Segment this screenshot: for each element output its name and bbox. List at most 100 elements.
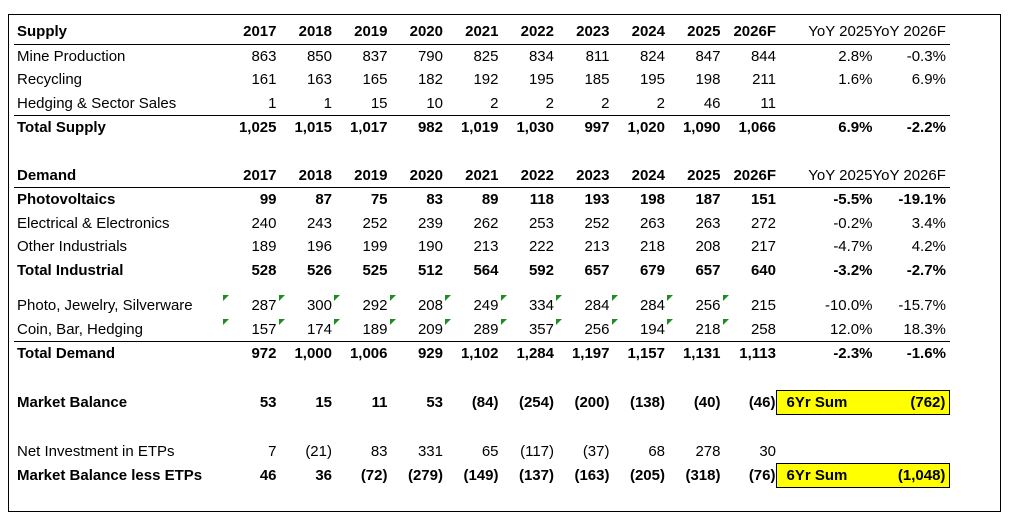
photo-jewelry-row-value-2019[interactable]: 292 [332, 294, 388, 318]
other-industrials-row-value-2022[interactable]: 222 [528, 238, 554, 256]
coin-bar-hedging-row-value-2019[interactable]: 189 [332, 317, 388, 342]
total-industrial-row-value-2019[interactable]: 525 [362, 261, 388, 279]
market-balance-less-etps-row-value-2019[interactable]: (72) [360, 466, 388, 484]
demand-header-year-2021[interactable]: 2021 [443, 163, 499, 188]
coin-bar-hedging-row-label[interactable]: Coin, Bar, Hedging [14, 317, 221, 342]
hedging-sector-sales-row-value-2017[interactable]: 1 [221, 91, 277, 116]
supply-header-year-2021[interactable]: 2021 [443, 20, 499, 45]
electrical-electronics-row-yoy-2026f[interactable]: 3.4% [911, 214, 946, 232]
market-balance-less-etps-row-value-2026F[interactable]: (76) [748, 466, 776, 484]
demand-header-year-2017[interactable]: 2017 [221, 163, 277, 188]
net-investment-etps-row-yoy-2025-empty[interactable] [776, 439, 873, 463]
other-industrials-row-label[interactable]: Other Industrials [17, 238, 128, 256]
market-balance-row-value-2022[interactable]: (254) [518, 393, 554, 411]
photo-jewelry-row-value-2017[interactable]: 287 [221, 294, 277, 318]
photo-jewelry-row-value-2025[interactable]: 256 [665, 294, 721, 318]
other-industrials-row-value-2024[interactable]: 218 [639, 238, 665, 256]
total-industrial-row-value-2024[interactable]: 679 [639, 261, 665, 279]
demand-header-year-2023[interactable]: 2023 [554, 163, 610, 188]
net-investment-etps-row-value-2024[interactable]: 68 [648, 442, 665, 460]
electrical-electronics-row-value-2018[interactable]: 243 [306, 214, 332, 232]
demand-header-yoy-2025-header[interactable]: YoY 2025 [776, 163, 873, 188]
mine-production-row-yoy-2026f[interactable]: -0.3% [906, 47, 946, 65]
recycling-row-value-2020[interactable]: 182 [417, 71, 443, 89]
photovoltaics-row-yoy-2026f[interactable]: -19.1% [898, 191, 946, 209]
photo-jewelry-row-yoy-2026f[interactable]: -15.7% [898, 297, 946, 315]
total-supply-row-value-2017[interactable]: 1,025 [238, 119, 277, 137]
electrical-electronics-row-value-2023[interactable]: 252 [584, 214, 610, 232]
market-balance-row-value-2019[interactable]: 11 [371, 393, 388, 411]
supply-header-year-2017[interactable]: 2017 [221, 20, 277, 45]
market-balance-row-label[interactable]: Market Balance [17, 393, 128, 411]
supply-header-year-2018[interactable]: 2018 [276, 20, 332, 45]
recycling-row-label[interactable]: Recycling [17, 71, 83, 89]
demand-header-year-2025[interactable]: 2025 [665, 163, 721, 188]
photovoltaics-row-value-2023[interactable]: 193 [584, 191, 610, 209]
total-industrial-row-value-2026F[interactable]: 640 [750, 261, 776, 279]
market-balance-less-etps-row-value-2023[interactable]: (163) [574, 466, 610, 484]
supply-header-year-2022[interactable]: 2022 [498, 20, 554, 45]
supply-header-year-2019[interactable]: 2019 [332, 20, 388, 45]
market-balance-less-etps-row-value-2025[interactable]: (318) [685, 466, 721, 484]
photovoltaics-row-value-2026F[interactable]: 151 [750, 191, 776, 209]
net-investment-etps-row-yoy-2026f-empty[interactable] [873, 439, 950, 463]
market-balance-less-etps-row-value-2022[interactable]: (137) [518, 466, 554, 484]
market-balance-less-etps-row-value-2018[interactable]: 36 [315, 466, 332, 484]
total-demand-row-value-2021[interactable]: 1,102 [460, 345, 499, 363]
demand-header-year-2019[interactable]: 2019 [332, 163, 388, 188]
recycling-row-value-2026F[interactable]: 211 [752, 71, 776, 89]
mine-production-row-value-2023[interactable]: 811 [585, 47, 610, 65]
electrical-electronics-row-value-2026F[interactable]: 272 [750, 214, 776, 232]
supply-header-year-2023[interactable]: 2023 [554, 20, 610, 45]
total-industrial-row-value-2021[interactable]: 564 [473, 261, 499, 279]
total-supply-row-value-2023[interactable]: 997 [584, 119, 610, 137]
total-industrial-row-value-2025[interactable]: 657 [695, 261, 721, 279]
total-industrial-row-yoy-2026f[interactable]: -2.7% [906, 261, 946, 279]
coin-bar-hedging-row-value-2024[interactable]: 194 [609, 317, 665, 342]
total-demand-row-yoy-2026f[interactable]: -1.6% [906, 345, 946, 363]
electrical-electronics-row-value-2019[interactable]: 252 [362, 214, 388, 232]
recycling-row-value-2021[interactable]: 192 [473, 71, 499, 89]
supply-header-year-2024[interactable]: 2024 [609, 20, 665, 45]
recycling-row-value-2018[interactable]: 163 [306, 71, 332, 89]
market-balance-less-etps-row-value-2021[interactable]: (149) [463, 466, 499, 484]
recycling-row-value-2023[interactable]: 185 [584, 71, 610, 89]
recycling-row-yoy-2025[interactable]: 1.6% [838, 71, 873, 89]
photovoltaics-row-value-2019[interactable]: 75 [370, 191, 388, 209]
market-balance-less-etps-row-value-2017[interactable]: 46 [259, 466, 277, 484]
hedging-sector-sales-row-yoy-2025-empty[interactable] [776, 91, 873, 116]
hedging-sector-sales-row-value-2019[interactable]: 15 [332, 91, 388, 116]
photo-jewelry-row-label[interactable]: Photo, Jewelry, Silverware [17, 297, 193, 315]
hedging-sector-sales-row-value-2021[interactable]: 2 [443, 91, 499, 116]
net-investment-etps-row-value-2023[interactable]: (37) [582, 442, 610, 460]
mine-production-row-value-2022[interactable]: 834 [528, 47, 554, 65]
net-investment-etps-row-value-2017[interactable]: 7 [268, 442, 277, 460]
total-supply-row-value-2025[interactable]: 1,090 [682, 119, 721, 137]
mine-production-row-value-2020[interactable]: 790 [417, 47, 443, 65]
total-industrial-row-label[interactable]: Total Industrial [17, 261, 124, 279]
photo-jewelry-row-value-2020[interactable]: 208 [388, 294, 443, 318]
recycling-row-value-2025[interactable]: 198 [695, 71, 721, 89]
market-balance-less-etps-row-label[interactable]: Market Balance less ETPs [17, 466, 203, 484]
net-investment-etps-row-value-2026F[interactable]: 30 [759, 442, 776, 460]
hedging-sector-sales-row-label[interactable]: Hedging & Sector Sales [14, 91, 221, 116]
coin-bar-hedging-row-value-2026F[interactable]: 258 [720, 317, 776, 342]
market-balance-row-value-2024[interactable]: (138) [629, 393, 665, 411]
other-industrials-row-value-2021[interactable]: 213 [473, 238, 499, 256]
supply-header-year-2025[interactable]: 2025 [665, 20, 721, 45]
photovoltaics-row-value-2020[interactable]: 83 [426, 191, 443, 209]
total-supply-row-value-2026F[interactable]: 1,066 [738, 119, 776, 137]
electrical-electronics-row-yoy-2025[interactable]: -0.2% [833, 214, 873, 232]
photovoltaics-row-value-2018[interactable]: 87 [315, 191, 332, 209]
photovoltaics-row-value-2017[interactable]: 99 [259, 191, 277, 209]
market-balance-row-value-2021[interactable]: (84) [471, 393, 499, 411]
recycling-row-value-2024[interactable]: 195 [639, 71, 665, 89]
recycling-row-value-2019[interactable]: 165 [362, 71, 388, 89]
photovoltaics-row-value-2021[interactable]: 89 [481, 191, 499, 209]
supply-header-year-2026F[interactable]: 2026F [720, 20, 776, 45]
photo-jewelry-row-value-2023[interactable]: 284 [554, 294, 610, 318]
hedging-sector-sales-row-value-2026F[interactable]: 11 [720, 91, 776, 116]
other-industrials-row-value-2019[interactable]: 199 [362, 238, 388, 256]
photovoltaics-row-label[interactable]: Photovoltaics [17, 191, 116, 209]
total-supply-row-value-2021[interactable]: 1,019 [460, 119, 499, 137]
